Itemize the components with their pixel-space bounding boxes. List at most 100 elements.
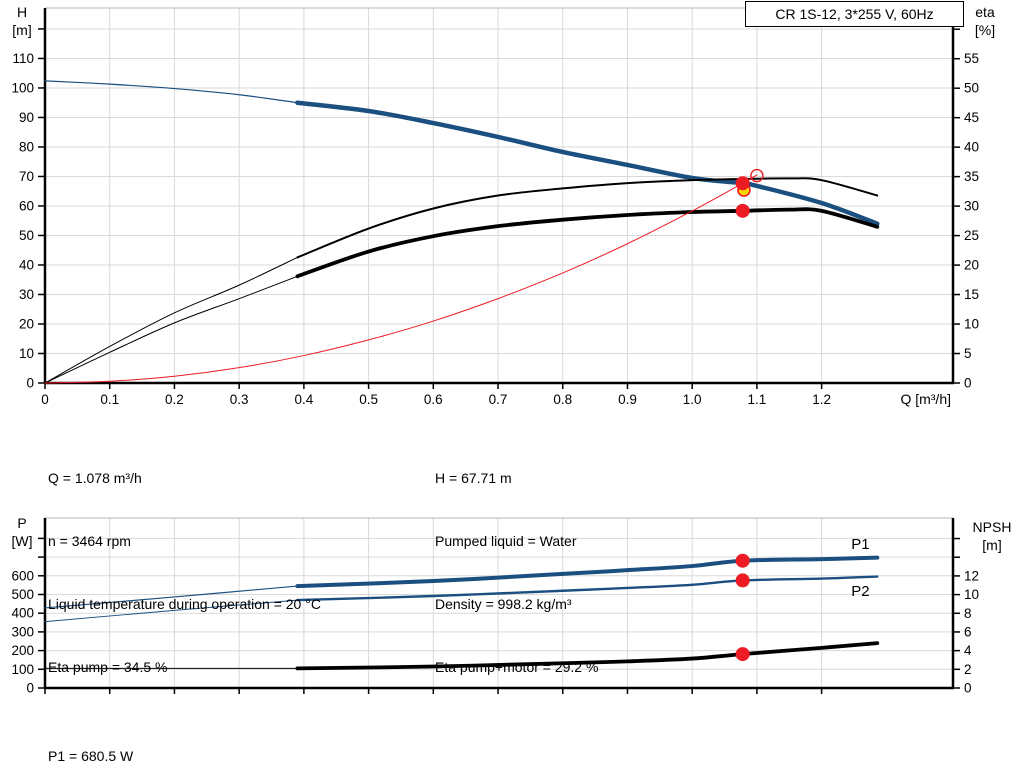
- svg-text:10: 10: [964, 317, 979, 332]
- annotation-eta-pump-motor: Eta pump+motor = 29.2 %: [435, 659, 599, 675]
- bottom-annotations: P1 = 680.5 W P2 = 575.2 W NPSH = 3.63 m: [48, 704, 146, 781]
- svg-text:40: 40: [19, 257, 34, 272]
- top-right-axis-title: eta [%]: [962, 3, 1008, 39]
- h-axis-unit: [m]: [12, 22, 32, 38]
- svg-text:0.4: 0.4: [294, 392, 313, 407]
- svg-text:2: 2: [964, 662, 972, 677]
- svg-text:70: 70: [19, 169, 34, 184]
- h-axis-symbol: H: [16, 4, 28, 20]
- svg-text:0.2: 0.2: [165, 392, 184, 407]
- system-curve: [44, 174, 758, 384]
- svg-text:35: 35: [964, 169, 979, 184]
- svg-text:0.9: 0.9: [618, 392, 637, 407]
- annotation-eta-pump: Eta pump = 34.5 %: [48, 659, 168, 675]
- duty-point-p1: [735, 553, 750, 568]
- eta-pump-extension: [44, 256, 298, 384]
- svg-text:45: 45: [964, 110, 979, 125]
- svg-text:400: 400: [11, 606, 34, 621]
- eta-pump-motor-extension: [44, 275, 298, 384]
- h-curve-extension: [44, 80, 298, 104]
- svg-text:300: 300: [11, 624, 34, 639]
- eta-pump-motor-curve: [295, 207, 880, 279]
- top-chart: 0 0.1 0.2 0.3 0.4 0.5 0.6 0.7 0.8 0.9 1.0 1.1 1.2 Q […: [11, 7, 979, 407]
- svg-text:30: 30: [964, 199, 979, 214]
- bottom-left-axis-title: P [W]: [0, 514, 44, 550]
- npsh-curve: [295, 641, 880, 671]
- svg-text:500: 500: [11, 587, 34, 602]
- svg-text:90: 90: [19, 110, 34, 125]
- svg-text:10: 10: [19, 346, 34, 361]
- svg-text:55: 55: [964, 51, 979, 66]
- duty-point-npsh: [735, 647, 750, 662]
- p1-curve: [295, 555, 880, 589]
- svg-text:0.6: 0.6: [424, 392, 443, 407]
- svg-text:15: 15: [964, 287, 979, 302]
- annotation-pumped-liquid: Pumped liquid = Water: [435, 533, 577, 549]
- svg-text:50: 50: [964, 81, 979, 96]
- annotation-h: H = 67.71 m: [435, 470, 512, 486]
- svg-text:5: 5: [964, 346, 972, 361]
- svg-text:0.5: 0.5: [359, 392, 378, 407]
- svg-text:1.1: 1.1: [748, 392, 767, 407]
- annotation-liquid-temp: Liquid temperature during operation = 20…: [48, 596, 321, 612]
- svg-text:60: 60: [19, 198, 34, 213]
- svg-text:20: 20: [19, 316, 34, 331]
- npsh-axis-unit: [m]: [982, 537, 1002, 553]
- svg-text:20: 20: [964, 258, 979, 273]
- svg-text:50: 50: [19, 228, 34, 243]
- requested-duty-point: [750, 168, 764, 183]
- duty-point-h: [735, 176, 750, 191]
- pump-title-box: CR 1S-12, 3*255 V, 60Hz: [745, 1, 964, 27]
- svg-text:0.3: 0.3: [230, 392, 249, 407]
- svg-text:10: 10: [964, 587, 979, 602]
- bottom-right-axis-title: NPSH [m]: [960, 518, 1024, 554]
- annotation-p1: P1 = 680.5 W: [48, 748, 134, 764]
- svg-text:0: 0: [41, 392, 49, 407]
- npsh-axis-symbol: NPSH: [972, 519, 1012, 535]
- svg-text:0: 0: [964, 376, 972, 391]
- svg-text:30: 30: [19, 287, 34, 302]
- svg-text:0: 0: [26, 376, 34, 391]
- p2-extension: [44, 599, 298, 623]
- svg-text:0: 0: [26, 681, 34, 696]
- duty-point-eta-motor: [735, 203, 750, 218]
- svg-text:12: 12: [964, 568, 979, 583]
- svg-text:Q [m³/h]: Q [m³/h]: [900, 391, 951, 407]
- svg-text:200: 200: [11, 643, 34, 658]
- svg-text:1.2: 1.2: [812, 392, 831, 407]
- duty-point-p2: [735, 573, 750, 588]
- annotation-n: n = 3464 rpm: [48, 533, 131, 549]
- series-label-p1: P1: [851, 536, 869, 553]
- bottom-chart: 0 100 200 300 400 500 600 0 2 4 6 8 10 12 P1 P2: [11, 517, 979, 696]
- top-annotations-left: Q = 1.078 m³/h n = 3464 rpm Liquid tempe…: [48, 426, 321, 720]
- eta-pump-curve: [296, 177, 879, 259]
- svg-text:100: 100: [11, 662, 34, 677]
- p1-extension: [44, 585, 298, 609]
- svg-text:25: 25: [964, 228, 979, 243]
- top-left-axis-title: H [m]: [0, 3, 44, 39]
- p2-curve: [296, 575, 879, 602]
- annotation-q: Q = 1.078 m³/h: [48, 470, 142, 486]
- top-annotations-right: H = 67.71 m Pumped liquid = Water Densit…: [435, 426, 598, 720]
- svg-text:0.8: 0.8: [553, 392, 572, 407]
- svg-text:80: 80: [19, 139, 34, 154]
- eta-axis-symbol: eta: [975, 4, 995, 20]
- svg-text:110: 110: [12, 51, 34, 66]
- svg-text:1.0: 1.0: [683, 392, 702, 407]
- annotation-density: Density = 998.2 kg/m³: [435, 596, 572, 612]
- p-axis-symbol: P: [17, 515, 27, 531]
- svg-text:40: 40: [964, 140, 979, 155]
- svg-text:6: 6: [964, 624, 972, 639]
- svg-text:600: 600: [11, 568, 34, 583]
- svg-text:4: 4: [964, 643, 972, 658]
- h-curve: [295, 100, 880, 226]
- svg-text:0.1: 0.1: [100, 392, 119, 407]
- eta-axis-unit: [%]: [974, 22, 996, 38]
- svg-text:0: 0: [964, 681, 972, 696]
- svg-text:100: 100: [11, 80, 34, 95]
- svg-text:0.7: 0.7: [489, 392, 508, 407]
- svg-text:8: 8: [964, 606, 972, 621]
- p-axis-unit: [W]: [11, 533, 33, 549]
